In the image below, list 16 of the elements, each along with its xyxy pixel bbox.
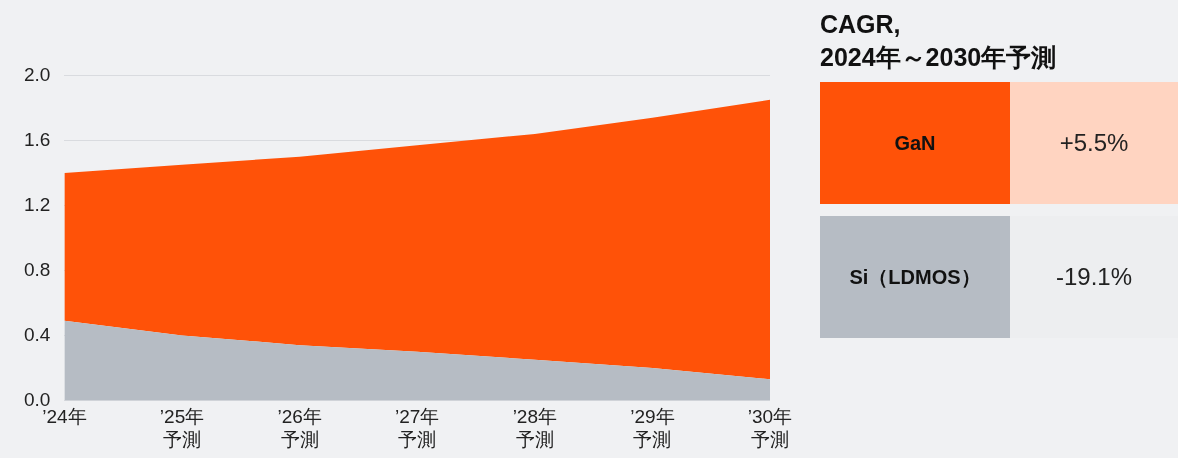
text: Si（LDMOS）: [820, 216, 1010, 338]
x-tick-label: ’28年予測: [512, 406, 557, 450]
x-tick-label: ’30年予測: [747, 406, 793, 450]
x-tick-label: ’26年予測: [277, 406, 322, 450]
x-tick-label: ’25年予測: [159, 406, 205, 450]
text: +5.5%: [1010, 82, 1178, 204]
y-tick-label: 1.2: [23, 193, 51, 215]
text: GaN: [820, 82, 1010, 204]
x-tick-label: ’29年予測: [630, 406, 675, 450]
y-tick-label: 2.0: [23, 63, 51, 85]
text: -19.1%: [1010, 216, 1178, 338]
y-tick-label: 0.4: [23, 323, 51, 345]
y-tick-label: 0.8: [23, 258, 51, 280]
legend-title: CAGR, 2024年～2030年予測: [820, 9, 1058, 73]
y-tick-label: 1.6: [23, 128, 51, 150]
x-tick-label: ’27年予測: [395, 406, 440, 450]
